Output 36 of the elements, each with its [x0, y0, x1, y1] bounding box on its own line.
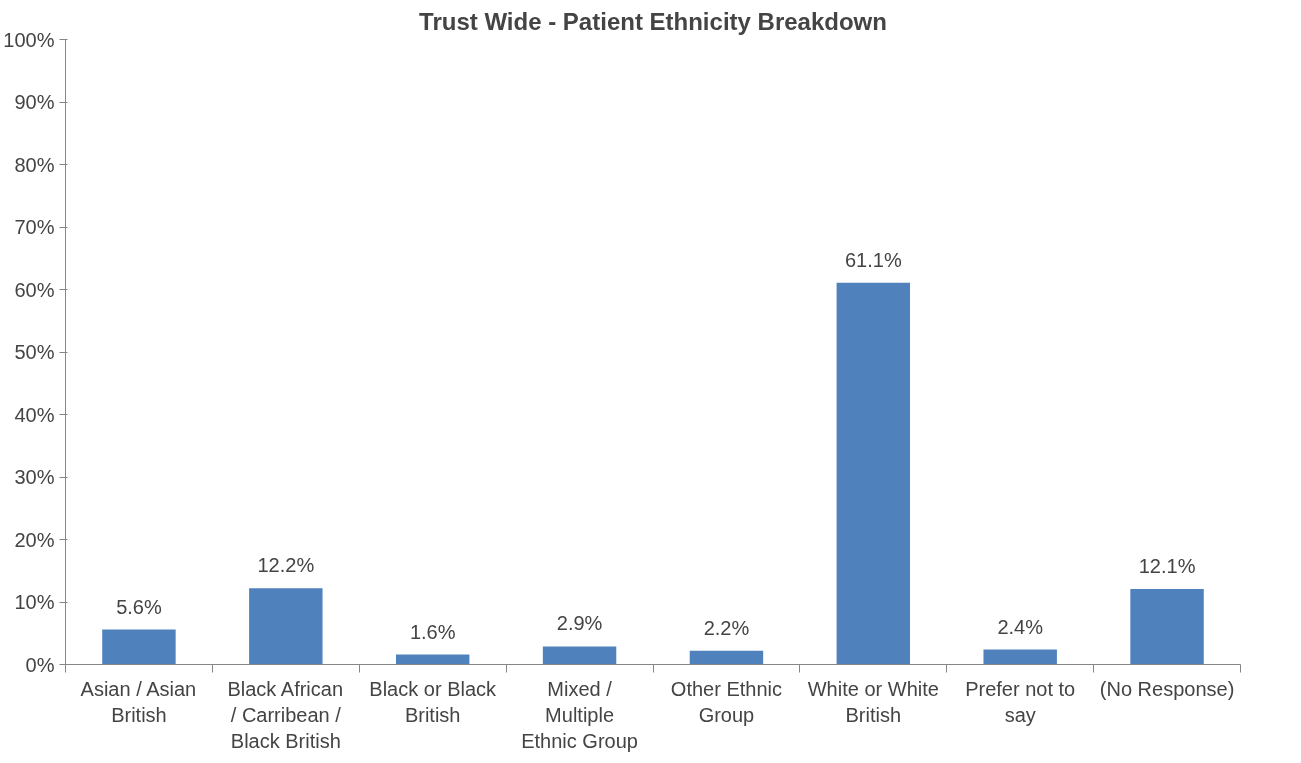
- chart-title: Trust Wide - Patient Ethnicity Breakdown: [419, 7, 887, 35]
- y-tick-label: 70%: [14, 216, 55, 238]
- bar: [1130, 588, 1204, 665]
- y-tick-label: 20%: [14, 528, 55, 551]
- bar: [836, 282, 911, 665]
- bar: [395, 654, 470, 665]
- y-tick-label: 0%: [25, 653, 55, 676]
- bar: [983, 649, 1057, 665]
- data-label: 2.4%: [997, 615, 1044, 638]
- y-tick-label: 60%: [14, 278, 55, 301]
- x-tick-label: (No Response): [1099, 677, 1235, 700]
- data-label: 12.1%: [1138, 554, 1196, 577]
- data-label: 12.2%: [257, 554, 315, 577]
- bar: [542, 646, 617, 665]
- x-tick-label: Other Ethnic Group: [670, 677, 783, 726]
- y-tick-label: 100%: [3, 28, 55, 51]
- bar: [689, 650, 764, 665]
- data-label: 2.2%: [703, 616, 750, 639]
- x-tick-label: White or White British: [807, 677, 939, 726]
- x-tick-label: Black or Black British: [369, 677, 498, 726]
- y-tick-label: 30%: [14, 466, 55, 488]
- y-tick-label: 50%: [14, 341, 55, 363]
- y-tick-label: 10%: [14, 591, 55, 613]
- data-label: 1.6%: [409, 620, 456, 643]
- data-label: 61.1%: [844, 248, 902, 271]
- x-tick-label: Mixed / Multiple Ethnic Group: [521, 677, 638, 753]
- y-tick-label: 40%: [14, 403, 55, 426]
- data-label: 2.9%: [556, 612, 603, 635]
- bar: [102, 629, 176, 665]
- data-label: 5.6%: [116, 595, 162, 618]
- x-tick-label: Black African / Carribean / Black British: [227, 677, 344, 753]
- bar: [249, 588, 323, 665]
- x-tick-label: Prefer not to say: [965, 677, 1076, 726]
- x-tick-label: Asian / Asian British: [80, 677, 197, 726]
- y-tick-label: 90%: [14, 91, 55, 113]
- y-tick-label: 80%: [14, 153, 55, 176]
